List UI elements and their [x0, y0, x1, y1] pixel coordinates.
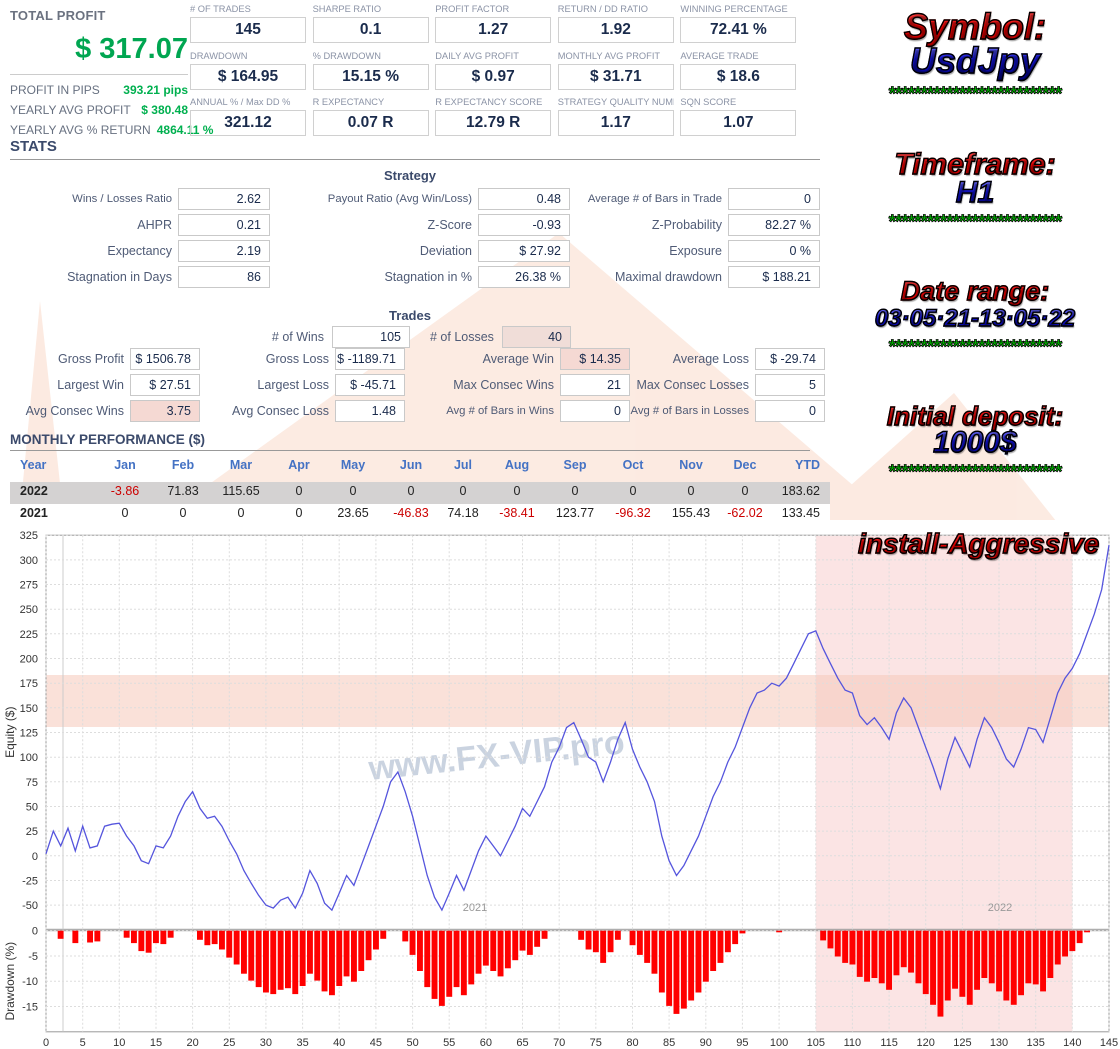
svg-text:300: 300	[20, 555, 38, 567]
svg-text:115: 115	[880, 1037, 898, 1049]
svg-text:75: 75	[590, 1037, 602, 1049]
svg-text:175: 175	[20, 678, 38, 690]
svg-text:10: 10	[113, 1037, 125, 1049]
svg-text:125: 125	[953, 1037, 971, 1049]
svg-text:2022: 2022	[988, 902, 1012, 914]
svg-text:250: 250	[20, 604, 38, 616]
svg-text:30: 30	[260, 1037, 272, 1049]
svg-text:-50: -50	[22, 900, 38, 912]
svg-text:5: 5	[80, 1037, 86, 1049]
svg-text:-15: -15	[22, 1002, 38, 1014]
svg-text:120: 120	[917, 1037, 935, 1049]
svg-text:150: 150	[20, 703, 38, 715]
svg-text:2021: 2021	[463, 902, 487, 914]
svg-text:125: 125	[20, 728, 38, 740]
svg-text:90: 90	[700, 1037, 712, 1049]
svg-text:25: 25	[26, 826, 38, 838]
svg-text:50: 50	[406, 1037, 418, 1049]
svg-text:130: 130	[990, 1037, 1008, 1049]
svg-text:0: 0	[32, 851, 38, 863]
svg-text:110: 110	[844, 1037, 862, 1049]
svg-text:85: 85	[663, 1037, 675, 1049]
svg-text:325: 325	[20, 530, 38, 542]
svg-text:105: 105	[807, 1037, 825, 1049]
svg-text:100: 100	[20, 752, 38, 764]
svg-text:-10: -10	[22, 976, 38, 988]
svg-text:80: 80	[626, 1037, 638, 1049]
svg-text:35: 35	[296, 1037, 308, 1049]
svg-text:20: 20	[186, 1037, 198, 1049]
svg-text:225: 225	[20, 629, 38, 641]
svg-text:50: 50	[26, 802, 38, 814]
svg-text:40: 40	[333, 1037, 345, 1049]
svg-text:65: 65	[516, 1037, 528, 1049]
svg-text:95: 95	[736, 1037, 748, 1049]
svg-text:145: 145	[1100, 1037, 1118, 1049]
svg-text:140: 140	[1063, 1037, 1081, 1049]
svg-text:70: 70	[553, 1037, 565, 1049]
svg-text:75: 75	[26, 777, 38, 789]
svg-text:Drawdown (%): Drawdown (%)	[3, 942, 17, 1021]
svg-text:60: 60	[480, 1037, 492, 1049]
svg-text:0: 0	[43, 1037, 49, 1049]
svg-text:45: 45	[370, 1037, 382, 1049]
svg-text:-25: -25	[22, 876, 38, 888]
svg-text:275: 275	[20, 580, 38, 592]
svg-text:15: 15	[150, 1037, 162, 1049]
svg-text:25: 25	[223, 1037, 235, 1049]
svg-text:100: 100	[770, 1037, 788, 1049]
svg-text:55: 55	[443, 1037, 455, 1049]
svg-text:Equity ($): Equity ($)	[3, 707, 17, 758]
svg-text:-5: -5	[28, 951, 38, 963]
svg-text:200: 200	[20, 654, 38, 666]
svg-text:0: 0	[32, 926, 38, 938]
svg-text:135: 135	[1027, 1037, 1045, 1049]
